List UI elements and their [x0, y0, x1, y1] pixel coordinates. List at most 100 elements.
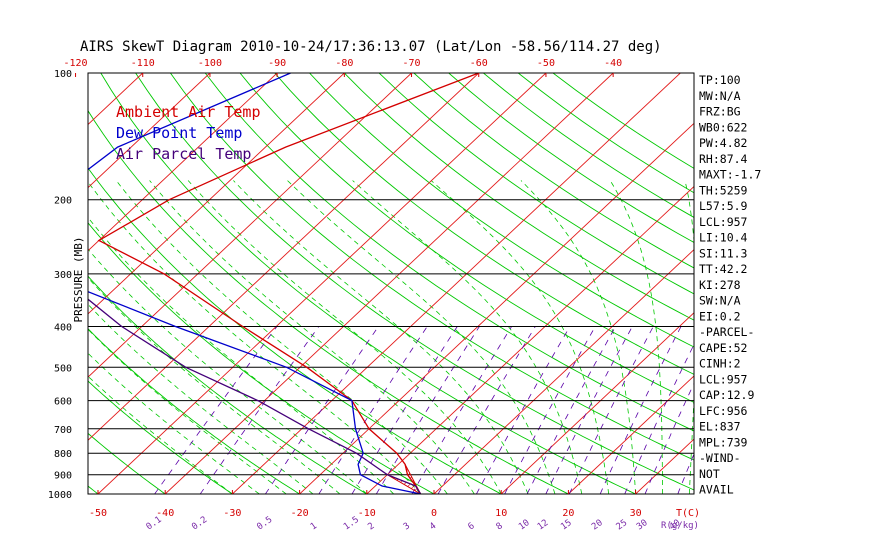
mixing-ratio-label: 10 — [517, 518, 532, 532]
top-tick-label: -50 — [537, 58, 555, 69]
bottom-tick-label: -50 — [89, 508, 107, 519]
top-tick-label: -40 — [604, 58, 622, 69]
dry-adiabat — [88, 380, 233, 494]
isotherm — [88, 73, 211, 189]
mixing-ratio-label: 2 — [366, 521, 376, 532]
index-entry: TH:5259 — [699, 183, 748, 197]
bottom-tick-label: -30 — [223, 508, 241, 519]
bottom-tick-label: -10 — [358, 508, 376, 519]
moist-adiabat — [287, 180, 556, 494]
pressure-tick-label: 100 — [54, 69, 72, 80]
mixing-ratio-line — [624, 343, 694, 494]
index-entry: -PARCEL- — [699, 325, 754, 339]
pressure-tick-label: 700 — [54, 425, 72, 436]
dry-adiabat — [135, 73, 694, 491]
bottom-tick-label: T(C) — [676, 508, 700, 519]
legend: Ambient Air Temp Dew Point Temp Air Parcel… — [116, 103, 261, 163]
dry-adiabat — [88, 432, 166, 494]
mixing-ratio-line — [351, 326, 458, 494]
dry-adiabat — [170, 73, 694, 461]
dry-adiabat — [88, 109, 569, 494]
dry-adiabat — [204, 73, 694, 432]
index-entry: SI:11.3 — [699, 246, 748, 260]
chart-title: AIRS SkewT Diagram 2010-10-24/17:36:13.0… — [80, 39, 662, 55]
mixing-ratio-line — [599, 326, 682, 494]
index-entry: AVAIL — [699, 483, 734, 497]
pressure-tick-label: 400 — [54, 322, 72, 333]
index-entry: CAP:12.9 — [699, 388, 754, 402]
index-entry: MAXT:-1.7 — [699, 168, 761, 182]
legend-entry: Dew Point Temp — [116, 124, 242, 142]
top-tick-label: -100 — [198, 58, 222, 69]
moist-adiabat — [88, 248, 368, 494]
isotherm — [568, 375, 694, 494]
dry-adiabat — [483, 73, 694, 218]
mixing-ratio-label: 12 — [536, 518, 551, 532]
isotherm — [97, 73, 547, 494]
index-entry: NOT — [699, 467, 720, 481]
index-entry: MW:N/A — [699, 89, 741, 103]
bottom-tick-label: -20 — [291, 508, 309, 519]
bottom-tick-label: 10 — [495, 508, 507, 519]
index-entry: TT:42.2 — [699, 262, 747, 276]
top-tick-label: -60 — [470, 58, 488, 69]
pressure-tick-label: 600 — [54, 397, 72, 408]
dry-adiabat — [274, 73, 694, 375]
mixing-ratio-label: 30 — [635, 518, 650, 532]
moist-adiabat — [88, 277, 341, 494]
index-entry: TP:100 — [699, 73, 741, 87]
isotherm — [299, 122, 694, 494]
mixing-ratio-line — [545, 326, 633, 494]
moist-adiabat — [88, 375, 233, 494]
dry-adiabat — [309, 73, 694, 348]
top-tick-label: -90 — [268, 58, 286, 69]
isotherm — [232, 73, 681, 494]
isotherm — [635, 438, 694, 494]
index-entry: EL:837 — [699, 420, 741, 434]
pressure-tick-label: 1000 — [48, 490, 72, 501]
mixing-ratio-label: 1 — [309, 521, 319, 532]
isotherm — [88, 73, 480, 441]
isotherm — [88, 73, 412, 378]
plot-grid — [0, 73, 694, 494]
dry-adiabat — [448, 73, 694, 243]
series-line — [97, 73, 479, 494]
mixing-ratio-label: 0.5 — [255, 515, 274, 533]
top-tick-label: -70 — [403, 58, 421, 69]
top-tick-label: -110 — [131, 58, 155, 69]
bottom-tick-label: -40 — [156, 508, 174, 519]
index-entry: FRZ:BG — [699, 105, 741, 119]
dry-adiabat — [343, 73, 694, 321]
moist-adiabat — [149, 180, 475, 494]
moist-adiabat — [684, 180, 694, 494]
isotherm — [88, 73, 278, 252]
pressure-tick-label: 800 — [54, 449, 72, 460]
mixing-ratio-label: 4 — [428, 521, 438, 532]
moist-adiabat — [187, 180, 502, 494]
moist-adiabat — [233, 180, 529, 494]
index-entry: LCL:957 — [699, 215, 748, 229]
isotherm — [88, 73, 345, 315]
moist-adiabat — [88, 216, 394, 494]
index-entry: MPL:739 — [699, 435, 748, 449]
series-line — [88, 298, 422, 494]
mixing-ratio-label: 20 — [590, 518, 605, 532]
index-entry: WB0:622 — [699, 120, 747, 134]
pressure-tick-label: 300 — [54, 270, 72, 281]
isotherm — [164, 73, 614, 494]
mixing-ratio-label: 6 — [466, 521, 476, 532]
isotherm — [0, 73, 8, 494]
index-entry: PW:4.82 — [699, 136, 747, 150]
profile-lines — [88, 73, 479, 494]
index-entry: EI:0.2 — [699, 309, 741, 323]
top-tick-label: -120 — [63, 58, 87, 69]
moist-adiabat — [88, 303, 314, 494]
plot-border — [87, 72, 695, 495]
index-entry: RH:87.4 — [699, 152, 748, 166]
index-entry: CAPE:52 — [699, 341, 747, 355]
bottom-tick-label: 0 — [431, 508, 437, 519]
bottom-tick-label: 20 — [562, 508, 574, 519]
dry-adiabat — [88, 275, 368, 494]
